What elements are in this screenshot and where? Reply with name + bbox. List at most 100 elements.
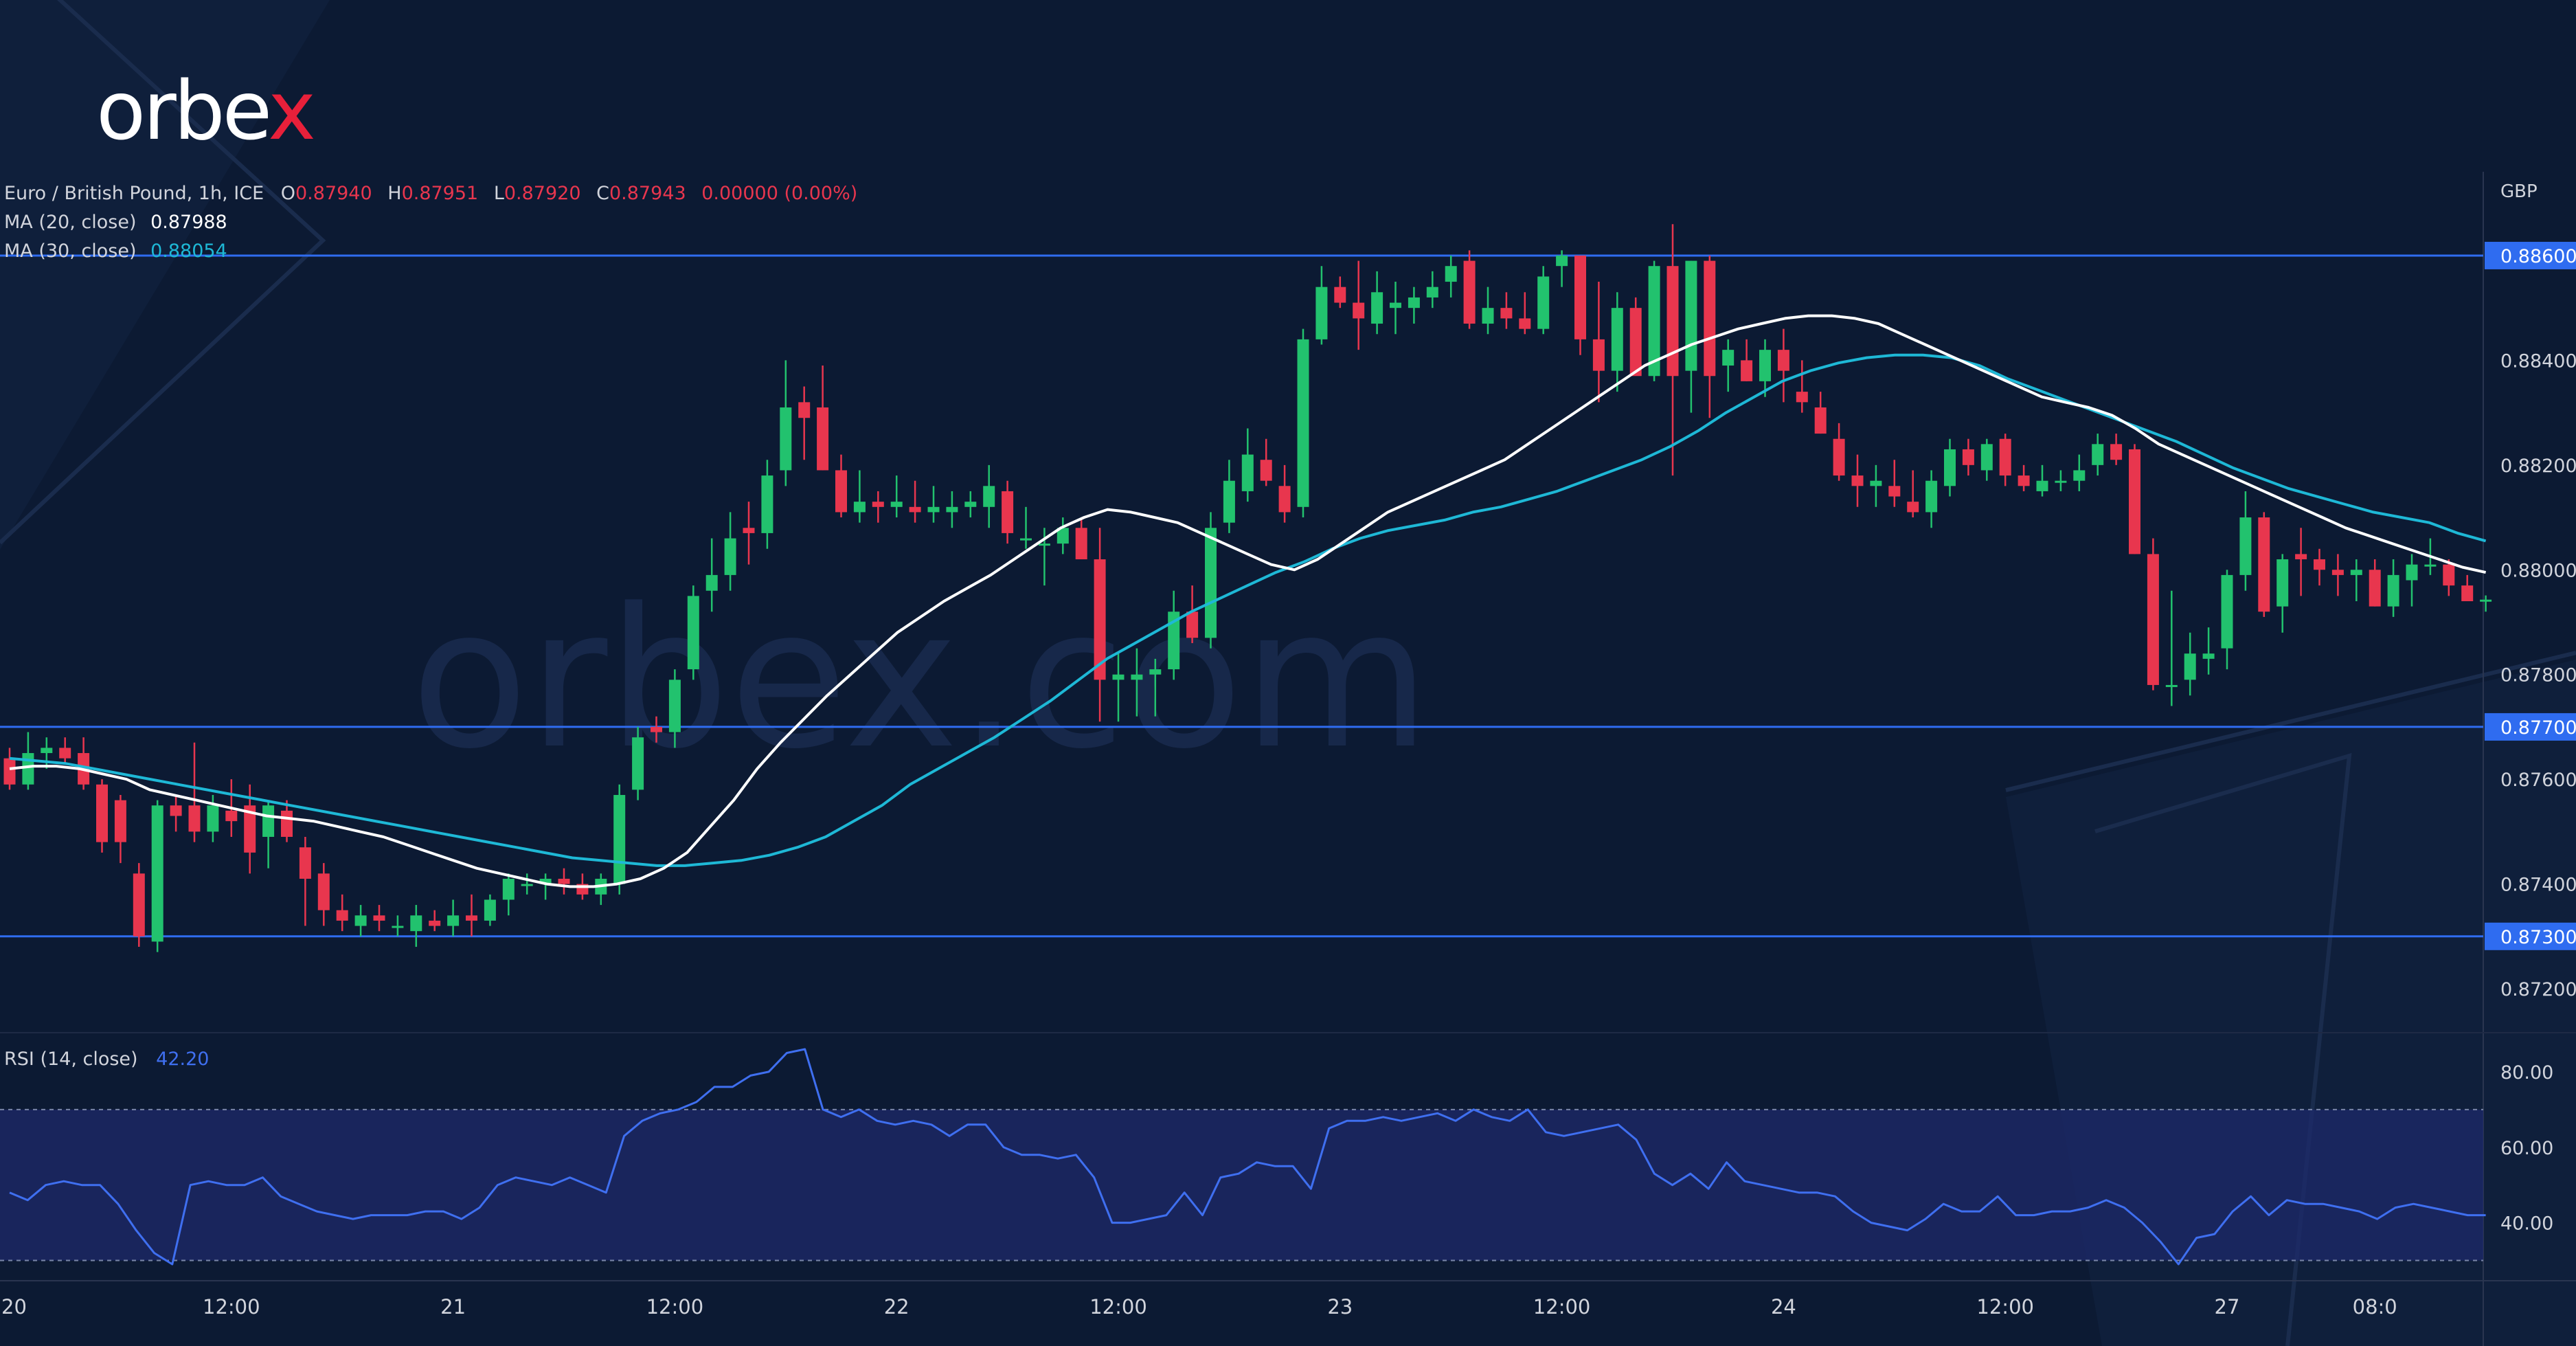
- candle-body: [336, 910, 348, 921]
- candle-body: [133, 873, 145, 936]
- candle-body: [2258, 517, 2270, 612]
- level-label: 0.87300: [2500, 927, 2576, 948]
- candle-body: [1574, 255, 1586, 339]
- candle-body: [410, 915, 422, 932]
- candle-body: [1205, 528, 1217, 638]
- candle-body: [1334, 287, 1346, 303]
- time-tick-label: 12:00: [1533, 1295, 1591, 1319]
- open-key: O: [280, 183, 295, 204]
- price-tick-label: 0.88200: [2500, 456, 2576, 477]
- decor-stroke: [2005, 651, 2576, 792]
- candle-body: [539, 878, 552, 884]
- rsi-tick-label: 80.00: [2500, 1062, 2553, 1084]
- time-tick-label: 20: [1, 1295, 27, 1319]
- candle-body: [780, 407, 792, 471]
- candle-body: [890, 502, 903, 507]
- candle-body: [1075, 528, 1087, 560]
- candle-body: [262, 805, 275, 837]
- ma20-value: 0.87988: [150, 212, 227, 233]
- candle-body: [651, 726, 662, 732]
- candle-body: [1002, 491, 1014, 533]
- price-tick-label: 0.88400: [2500, 350, 2576, 372]
- candle-body: [1704, 260, 1716, 377]
- logo-x-mark: x: [268, 63, 316, 158]
- candle-body: [705, 574, 718, 591]
- logo-text: orbe: [96, 63, 271, 158]
- candle-body: [1223, 480, 1235, 523]
- candle-body: [1925, 480, 1938, 513]
- candle-body: [114, 800, 126, 842]
- candle-body: [1112, 674, 1125, 680]
- time-tick-label: 27: [2215, 1295, 2240, 1319]
- candle-body: [1851, 475, 1864, 486]
- support-resistance-lines[interactable]: 0.88600 0.87700 0.87300: [0, 241, 2576, 950]
- rsi-tick-label: 40.00: [2500, 1213, 2553, 1235]
- candle-body: [447, 915, 460, 926]
- candle-body: [317, 873, 330, 910]
- level-badge: [2485, 713, 2576, 741]
- candle-body: [1629, 308, 1642, 377]
- candle-body: [2221, 574, 2233, 649]
- change-value: 0.00000 (0.00%): [701, 183, 858, 204]
- candle-body: [354, 915, 367, 926]
- candle-body: [927, 506, 940, 513]
- time-axis[interactable]: 20 12:00 21 12:00 22 12:00 23 12:00 24 12:00 27 08:…: [1, 1295, 2397, 1319]
- time-tick-label: 12:00: [1089, 1295, 1147, 1319]
- moving-average-lines[interactable]: [9, 314, 2487, 888]
- candle-body: [2369, 570, 2381, 607]
- high-key: H: [387, 183, 402, 204]
- time-tick-label: 24: [1771, 1295, 1796, 1319]
- candle-body: [1777, 350, 1789, 371]
- symbol-legend[interactable]: Euro / British Pound, 1h, ICE O0.87940 H…: [4, 183, 857, 204]
- candle-body: [761, 475, 773, 533]
- candle-body: [2331, 570, 2344, 575]
- candle-body: [835, 470, 847, 513]
- rsi-tick-label: 60.00: [2500, 1138, 2553, 1159]
- candle-body: [299, 847, 311, 879]
- candle-body: [1463, 260, 1476, 324]
- candle-body: [724, 538, 736, 575]
- candle-body: [1888, 486, 1901, 497]
- ma20-legend[interactable]: MA (20, close) 0.87988: [4, 212, 227, 233]
- candle-body: [1057, 528, 1069, 544]
- candle-body: [96, 784, 108, 842]
- candle-body: [2406, 564, 2418, 581]
- candle-body: [1796, 392, 1808, 403]
- candle-body: [2480, 599, 2492, 602]
- candle-body: [1907, 502, 1919, 513]
- candle-body: [1371, 292, 1383, 324]
- candle-body: [1353, 302, 1365, 319]
- candle-body: [1278, 486, 1291, 513]
- candle-body: [484, 899, 496, 921]
- rsi-legend[interactable]: RSI (14, close) 42.20: [4, 1048, 209, 1070]
- candle-body: [1814, 407, 1827, 434]
- candle-body: [1131, 674, 1143, 680]
- price-tick-label: 0.87800: [2500, 665, 2576, 686]
- decor-stroke: [0, 0, 326, 545]
- candle-body: [281, 810, 293, 837]
- candle-body: [2147, 554, 2159, 685]
- rsi-panel[interactable]: 80.00 60.00 40.00: [0, 1048, 2553, 1266]
- ma30-legend[interactable]: MA (30, close) 0.88054: [4, 240, 227, 262]
- candle-body: [1537, 276, 1550, 329]
- currency-label: GBP: [2500, 181, 2538, 202]
- price-tick-label: 0.87600: [2500, 770, 2576, 791]
- level-label: 0.87700: [2500, 717, 2576, 739]
- candle-body: [59, 748, 71, 759]
- candle-body: [2092, 444, 2104, 465]
- time-tick-label: 08:0: [2353, 1295, 2397, 1319]
- candle-body: [2129, 449, 2140, 554]
- price-tick-label: 0.87200: [2500, 979, 2576, 1000]
- ma30-value: 0.88054: [150, 240, 227, 262]
- candle-body: [743, 528, 755, 533]
- decor-shape: [0, 0, 330, 550]
- close-key: C: [596, 183, 609, 204]
- rsi-line: [9, 1048, 2486, 1266]
- candle-body: [2461, 585, 2474, 601]
- candle-body: [1094, 559, 1106, 680]
- price-axis[interactable]: 0.88400 0.88200 0.88000 0.87800 0.87600 0.874…: [2500, 350, 2576, 1000]
- candle-body: [1426, 287, 1438, 298]
- candle-body: [1390, 302, 1401, 309]
- candle-series[interactable]: [3, 224, 2492, 952]
